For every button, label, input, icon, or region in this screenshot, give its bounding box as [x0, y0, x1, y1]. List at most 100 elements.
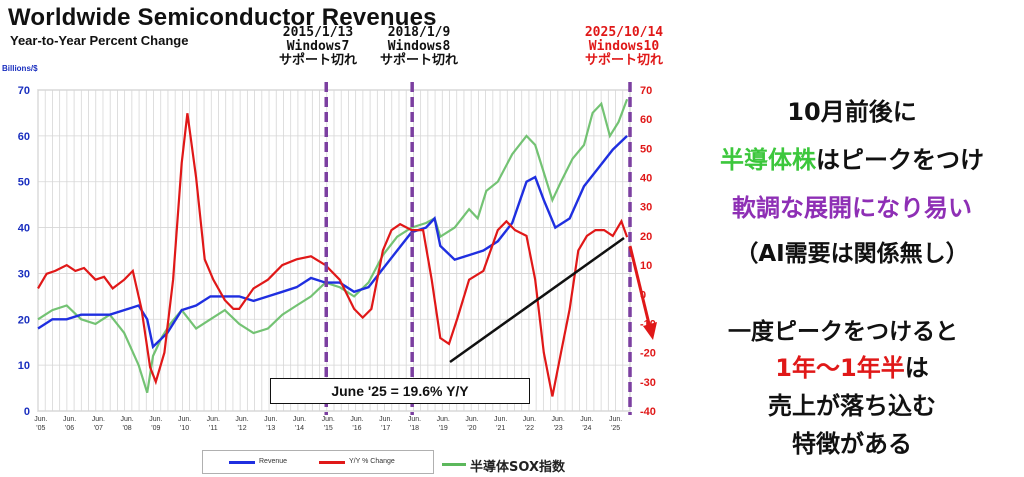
legend-revenue-swatch — [229, 461, 255, 464]
y-right-tick-label: 30 — [640, 202, 652, 214]
comment-line2-rest: はピークをつけ — [816, 146, 984, 174]
comment-line5: 一度ピークをつけると — [728, 319, 958, 345]
x-tick-label: Jun. — [350, 416, 363, 423]
x-tick-label: Jun. — [149, 416, 162, 423]
comment-line8: 特徴がある — [792, 430, 912, 458]
x-tick-label: '20 — [467, 425, 476, 432]
comment-highlight-stocks: 半導体株 — [720, 146, 816, 174]
x-tick-label: Jun. — [437, 416, 450, 423]
x-tick-label: '24 — [582, 425, 591, 432]
x-tick-label: Jun. — [264, 416, 277, 423]
legend-yoy-swatch — [319, 461, 345, 464]
y-left-tick-label: 70 — [18, 85, 30, 97]
legend-sox-swatch — [442, 463, 466, 466]
annotation-note: サポート切れ — [278, 53, 357, 68]
yoy-series-line — [37, 113, 629, 397]
annotation-note: サポート切れ — [584, 53, 663, 68]
x-tick-label: Jun. — [322, 416, 335, 423]
x-tick-label: '23 — [554, 425, 563, 432]
x-tick-label: '15 — [324, 425, 333, 432]
comment-highlight-period: 1年〜1年半 — [775, 354, 905, 382]
x-tick-label: '25 — [611, 425, 620, 432]
y-axis-label: Billions/$ — [2, 64, 38, 73]
x-tick-label: Jun. — [379, 416, 392, 423]
chart-subtitle: Year-to-Year Percent Change — [10, 33, 189, 48]
legend-yoy: Y/Y % Change — [349, 458, 395, 465]
x-tick-label: '22 — [525, 425, 534, 432]
trend-line — [449, 236, 625, 364]
y-left-tick-label: 0 — [24, 406, 30, 418]
annotation-note: サポート切れ — [379, 53, 458, 68]
x-tick-label: Jun. — [494, 416, 507, 423]
y-right-tick-label: 20 — [640, 231, 652, 243]
y-left-tick-label: 20 — [18, 314, 30, 326]
comment-line1: 10月前後に — [787, 98, 917, 126]
x-tick-label: Jun. — [523, 416, 536, 423]
annotation-os: Windows8 — [387, 39, 451, 54]
x-tick-label: Jun. — [609, 416, 622, 423]
annotation-os: Windows7 — [286, 39, 350, 54]
annotation-windows8: 2018/1/9 Windows8 サポート切れ — [364, 26, 474, 68]
x-tick-label: '11 — [209, 425, 218, 432]
comment-line7: 売上が落ち込む — [768, 392, 936, 420]
y-left-tick-label: 40 — [18, 223, 30, 235]
x-tick-label: Jun. — [580, 416, 593, 423]
y-right-tick-label: 10 — [640, 260, 652, 272]
x-tick-label: '21 — [496, 425, 505, 432]
annotation-date: 2018/1/9 — [387, 25, 451, 40]
june-callout: June '25 = 19.6% Y/Y — [270, 378, 530, 404]
comment-line2: 半導体株はピークをつけ — [680, 140, 1024, 175]
y-left-tick-label: 10 — [18, 360, 30, 372]
annotation-windows7: 2015/1/13 Windows7 サポート切れ — [256, 26, 380, 68]
y-right-tick-label: 40 — [640, 173, 652, 185]
x-tick-label: Jun. — [552, 416, 565, 423]
y-right-tick-label: -20 — [640, 348, 656, 360]
x-tick-label: '19 — [439, 425, 448, 432]
x-tick-label: '18 — [410, 425, 419, 432]
x-tick-label: '07 — [94, 425, 103, 432]
x-tick-label: '16 — [352, 425, 361, 432]
x-tick-label: Jun. — [178, 416, 191, 423]
x-tick-label: '06 — [65, 425, 74, 432]
x-tick-label: '10 — [180, 425, 189, 432]
x-tick-label: Jun. — [408, 416, 421, 423]
comment-line6-rest: は — [904, 354, 929, 382]
y-left-tick-label: 30 — [18, 268, 30, 280]
x-tick-label: '17 — [381, 425, 390, 432]
annotation-windows10: 2025/10/14 Windows10 サポート切れ — [566, 26, 682, 68]
down-arrow-shaft — [628, 245, 652, 329]
legend-sox: 半導体SOX指数 — [470, 460, 565, 475]
x-tick-label: Jun. — [34, 416, 47, 423]
annotation-date: 2025/10/14 — [584, 25, 664, 40]
comment-line3: 軟調な展開になり易い — [732, 194, 972, 222]
legend-revenue: Revenue — [259, 458, 288, 465]
annotation-date: 2015/1/13 — [282, 25, 354, 40]
legend: Revenue Y/Y % Change — [202, 450, 434, 474]
comment-line4: （AI需要は関係無し） — [735, 241, 969, 267]
x-tick-label: Jun. — [235, 416, 248, 423]
x-tick-label: '13 — [266, 425, 275, 432]
x-tick-label: Jun. — [92, 416, 105, 423]
x-tick-label: '12 — [237, 425, 246, 432]
y-right-tick-label: -40 — [640, 406, 656, 418]
x-tick-label: '08 — [123, 425, 132, 432]
y-right-tick-label: 70 — [640, 85, 652, 97]
x-tick-label: Jun. — [120, 416, 133, 423]
y-right-tick-label: 60 — [640, 114, 652, 126]
x-tick-label: '09 — [151, 425, 160, 432]
x-tick-label: '14 — [295, 425, 304, 432]
y-right-tick-label: -30 — [640, 377, 656, 389]
y-right-tick-label: 50 — [640, 143, 652, 155]
down-arrow-head — [643, 322, 657, 340]
x-tick-label: '05 — [36, 425, 45, 432]
comment-line6: 1年〜1年半は — [680, 348, 1024, 383]
x-tick-label: Jun. — [465, 416, 478, 423]
x-tick-label: Jun. — [293, 416, 306, 423]
x-tick-label: Jun. — [207, 416, 220, 423]
y-left-tick-label: 50 — [18, 177, 30, 189]
chart-title: Worldwide Semiconductor Revenues — [8, 4, 437, 31]
y-left-tick-label: 60 — [18, 131, 30, 143]
annotation-os: Windows10 — [588, 39, 660, 54]
